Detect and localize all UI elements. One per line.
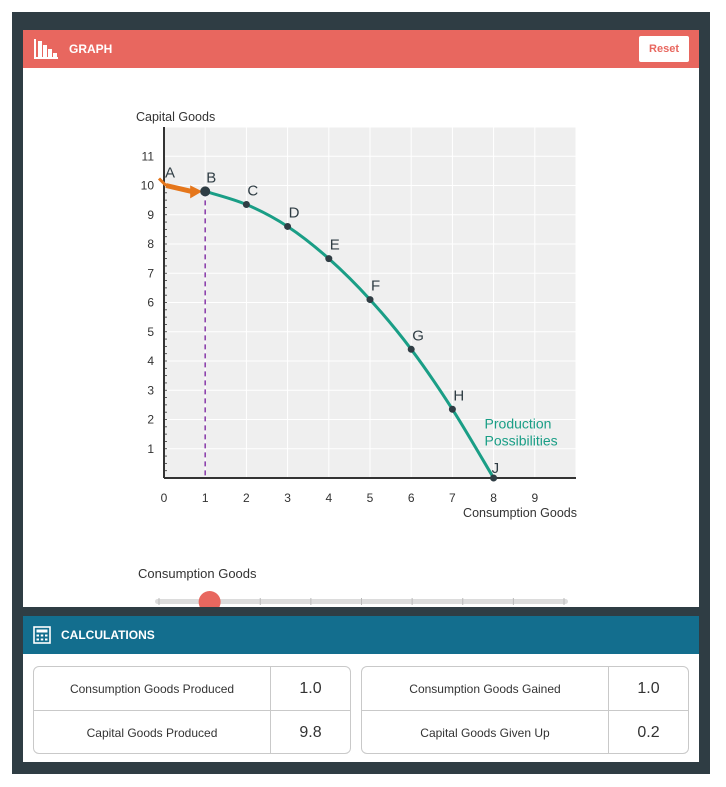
reset-button[interactable]: Reset [639,36,689,62]
x-tick-label: 9 [531,491,538,505]
table-value: 0.2 [637,723,660,741]
point-label: A [165,165,175,182]
point-label: G [412,327,424,344]
point-label: C [247,183,258,200]
point-label: H [453,387,464,404]
x-tick-label: 4 [325,491,332,505]
tradeoff-table: Consumption Goods Gained 1.0 Capital Goo… [361,666,689,754]
table-label: Consumption Goods Gained [362,667,609,710]
curve-label: Possibilities [485,432,558,448]
slider-thumb[interactable] [198,591,221,607]
y-axis-title: Capital Goods [136,110,215,124]
x-tick-label: 7 [449,491,456,505]
x-tick-label: 3 [284,491,291,505]
tradeoff-arrow [165,183,194,195]
x-tick-label: 5 [367,491,374,505]
curve-point-j [490,474,498,482]
curve-point-d [284,222,292,230]
tradeoff-arrow-head [190,185,203,199]
table-label: Capital Goods Produced [34,711,271,753]
table-value: 1.0 [637,679,660,697]
table-value: 9.8 [299,723,322,741]
curve-point-e [325,255,333,263]
y-tick-label: 10 [141,179,155,193]
table-row: Capital Goods Given Up 0.2 [362,710,688,753]
graph-panel-header: GRAPH Reset [23,30,699,68]
x-tick-label: 1 [202,491,209,505]
curve-label: Production [485,415,552,431]
calculations-panel-title: CALCULATIONS [61,628,155,642]
point-label: F [371,278,380,295]
y-tick-label: 2 [147,413,154,427]
calculations-panel-header: CALCULATIONS [23,616,699,654]
tradeoff-arrow-tail [157,177,168,187]
calculator-icon [33,626,51,644]
x-tick-label: 6 [408,491,415,505]
table-row: Consumption Goods Produced 1.0 [34,667,350,710]
table-value: 1.0 [299,679,322,697]
y-tick-label: 9 [147,208,154,222]
production-table: Consumption Goods Produced 1.0 Capital G… [33,666,351,754]
table-row: Consumption Goods Gained 1.0 [362,667,688,710]
y-tick-label: 11 [142,149,155,163]
curve-point-f [366,296,374,304]
curve-point-g [407,345,415,353]
curve-point-c [242,201,250,209]
bar-chart-icon [33,38,59,60]
y-tick-label: 8 [147,237,154,251]
curve-point-h [448,405,456,413]
y-tick-label: 3 [147,383,154,397]
x-tick-label: 2 [243,491,250,505]
x-tick-label: 0 [161,491,168,505]
y-tick-label: 4 [147,354,154,368]
point-label: D [289,204,300,221]
table-label: Consumption Goods Produced [34,667,271,710]
calculations-panel: CALCULATIONS Consumption Goods Produced … [23,616,699,762]
y-tick-label: 7 [147,266,154,280]
graph-panel-title: GRAPH [69,42,113,56]
y-tick-label: 6 [147,296,154,310]
table-row: Capital Goods Produced 9.8 [34,710,350,753]
ppf-chart: 0 1 2 3 4 5 6 7 8 9 1 2 3 4 5 6 7 8 9 10 11 Capital Goods Cons… [136,110,577,607]
table-label: Capital Goods Given Up [362,711,609,753]
point-label: J [492,460,500,477]
y-tick-label: 5 [147,325,154,339]
y-tick-label: 1 [147,442,154,456]
graph-panel: GRAPH Reset 0 1 2 3 4 5 6 7 8 9 1 2 3 4 5 6 7 8 9 10 11 Capit… [23,30,699,607]
curve-point-b [200,186,211,197]
x-tick-label: 8 [490,491,497,505]
point-label: B [206,169,216,186]
x-axis-title: Consumption Goods [463,506,577,520]
point-label: E [330,237,340,254]
slider-label: Consumption Goods [138,566,257,581]
